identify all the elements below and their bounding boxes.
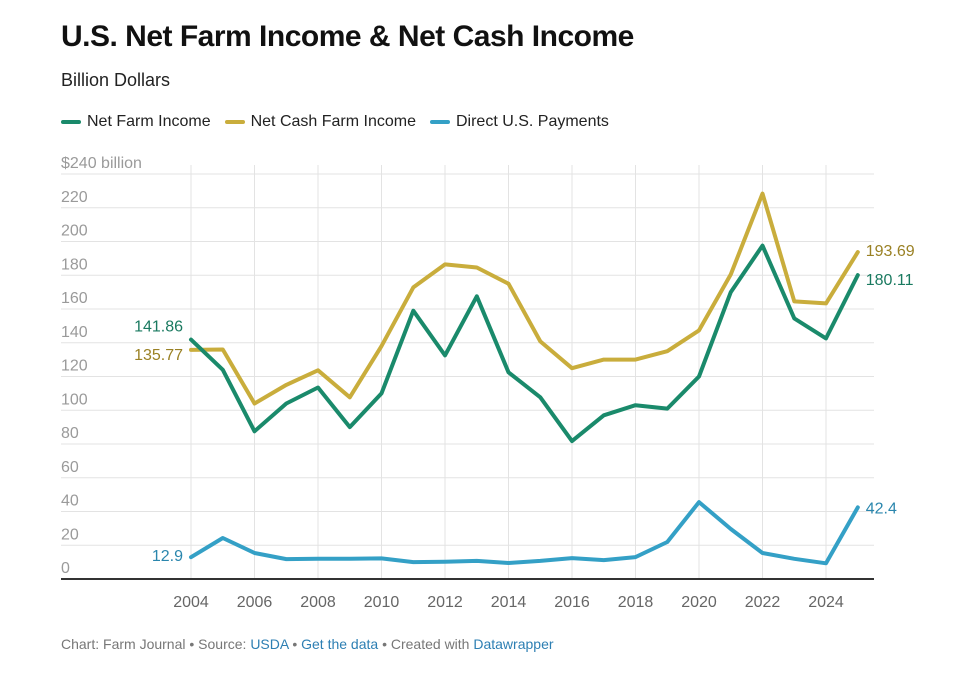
x-tick-label: 2018 [618, 594, 654, 611]
separator: • [185, 636, 199, 652]
x-tick-label: 2022 [745, 594, 781, 611]
x-tick-label: 2014 [491, 594, 527, 611]
y-tick-label: 140 [61, 324, 88, 341]
x-tick-label: 2020 [681, 594, 717, 611]
legend: Net Farm Income Net Cash Farm Income Dir… [61, 113, 609, 131]
separator: • [288, 636, 302, 652]
y-tick-label: 20 [61, 526, 79, 543]
end-value-label: 42.4 [866, 500, 897, 517]
end-value-label: 193.69 [866, 243, 915, 260]
legend-swatch-direct-payments [429, 120, 450, 124]
legend-label: Net Farm Income [87, 113, 211, 130]
footer-source-label: Source: [198, 636, 251, 652]
end-value-label: 180.11 [866, 272, 914, 289]
datawrapper-link[interactable]: Datawrapper [473, 636, 554, 652]
y-axis-ticks: 0 20 40 60 80 100 120 140 160 180 200 220 $240 billi… [61, 155, 142, 577]
y-tick-label: 200 [61, 223, 88, 240]
x-tick-label: 2004 [173, 594, 209, 611]
y-tick-label: 220 [61, 189, 88, 206]
legend-item-net-cash-farm-income: Net Cash Farm Income [224, 113, 416, 131]
series-lines [189, 191, 860, 566]
x-axis-ticks: 2004 2006 2008 2010 2012 2014 2016 2018 2020 2022… [173, 594, 844, 611]
footer: Chart: Farm Journal • Source: USDA • Get… [61, 636, 554, 652]
y-tick-label: 40 [61, 493, 79, 510]
y-tick-label: 180 [61, 256, 88, 273]
y-tick-label: $240 billion [61, 155, 142, 172]
x-tick-label: 2008 [300, 594, 336, 611]
start-value-label: 141.86 [134, 319, 183, 336]
y-tick-label: 80 [61, 425, 79, 442]
footer-created-label: Created with [390, 636, 474, 652]
series-labels: 141.86 180.11 135.77 193.69 12.9 42.4 [134, 243, 915, 565]
legend-swatch-net-cash-farm-income [224, 120, 245, 124]
x-tick-label: 2006 [237, 594, 273, 611]
source-link[interactable]: USDA [250, 636, 289, 652]
legend-swatch-net-farm-income [61, 120, 81, 124]
y-tick-label: 160 [61, 290, 88, 307]
gridlines [61, 165, 874, 579]
y-tick-label: 100 [61, 391, 88, 408]
legend-item-net-farm-income: Net Farm Income [61, 113, 211, 131]
chart-subtitle: Billion Dollars [61, 70, 171, 90]
y-tick-label: 120 [61, 358, 88, 375]
legend-label: Direct U.S. Payments [455, 113, 609, 130]
x-tick-label: 2016 [554, 594, 590, 611]
series-line-net-cash-farm-income [189, 191, 860, 406]
chart-title: U.S. Net Farm Income & Net Cash Income [61, 20, 634, 53]
x-tick-label: 2012 [427, 594, 463, 611]
separator: • [378, 636, 391, 652]
x-tick-label: 2024 [808, 594, 844, 611]
y-tick-label: 60 [61, 459, 79, 476]
y-tick-label: 0 [61, 560, 70, 577]
start-value-label: 135.77 [134, 347, 183, 364]
series-line-net-farm-income [189, 243, 860, 444]
series-line-direct-u-s-payments [189, 500, 860, 566]
footer-chart-credit: Chart: Farm Journal [61, 636, 186, 652]
legend-item-direct-payments: Direct U.S. Payments [429, 113, 609, 131]
start-value-label: 12.9 [152, 548, 183, 565]
x-tick-label: 2010 [364, 594, 400, 611]
legend-label: Net Cash Farm Income [250, 113, 416, 130]
get-the-data-link[interactable]: Get the data [301, 636, 379, 652]
